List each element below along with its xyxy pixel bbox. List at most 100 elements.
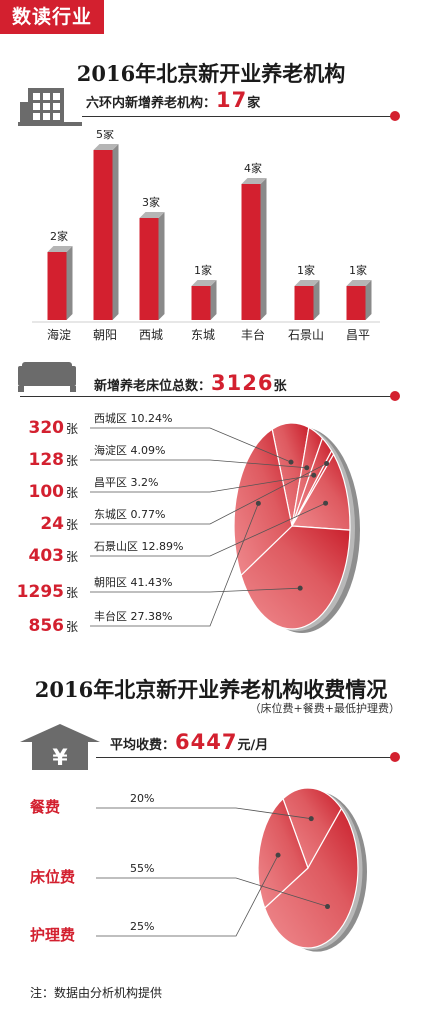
slice-unit: 张 xyxy=(66,620,78,634)
leader-dot xyxy=(311,472,317,478)
leader-line xyxy=(90,503,259,627)
bar xyxy=(139,218,159,320)
slice-unit: 张 xyxy=(66,422,78,436)
stat-beds-unit: 张 xyxy=(273,379,287,394)
pie-slice xyxy=(290,453,351,531)
fee-percent: 20% xyxy=(130,792,154,805)
leader-dot xyxy=(324,461,330,467)
pie-slice xyxy=(240,525,351,630)
fee-category: 床位费 xyxy=(30,868,75,886)
bar-top xyxy=(93,144,119,150)
building-icon xyxy=(18,88,82,126)
bar-top xyxy=(241,178,267,184)
fee-percent: 55% xyxy=(130,862,154,875)
bar-top xyxy=(47,246,73,252)
fee-category: 餐费 xyxy=(30,798,60,816)
slice-value: 1295 xyxy=(17,582,64,602)
fee-label-row: 护理费 25% xyxy=(30,852,281,944)
slice-value: 856 xyxy=(29,616,65,636)
bar-value-label: 2家 xyxy=(50,229,68,243)
stat-institutions-unit: 家 xyxy=(247,96,261,111)
leader-line xyxy=(90,463,327,525)
bar-shadow xyxy=(66,246,73,320)
bar-value-label: 1家 xyxy=(297,263,315,277)
fee-pie-chart: 餐费 20% 床位费 55% 护理费 25% xyxy=(30,787,367,952)
leader-dot xyxy=(308,816,314,822)
slice-unit: 张 xyxy=(66,454,78,468)
stat-institutions-label: 六环内新增养老机构： xyxy=(86,96,217,111)
stat-institutions-rule xyxy=(82,116,392,117)
leader-dot xyxy=(288,459,294,465)
fee-percent: 25% xyxy=(130,920,154,933)
stat-fee-rule xyxy=(96,757,392,758)
stat-institutions-dot xyxy=(390,111,400,121)
slice-value: 128 xyxy=(29,450,65,470)
slice-label: 东城区 0.77% xyxy=(94,508,165,521)
stat-fee-value: 6447 xyxy=(175,730,238,754)
bar-shadow xyxy=(210,280,217,320)
bar-value-label: 4家 xyxy=(244,161,262,175)
pie-slice xyxy=(282,787,343,870)
leader-line xyxy=(96,877,328,907)
leader-line xyxy=(90,427,292,463)
bed-icon xyxy=(18,362,76,392)
slice-value: 403 xyxy=(29,546,65,566)
bar-category-label: 西城 xyxy=(139,328,163,342)
leader-dot xyxy=(304,465,310,471)
chart-title-fees: 2016年北京新开业养老机构收费情况 xyxy=(34,677,388,702)
chart-subtitle-fees: （床位费+餐费+最低护理费） xyxy=(249,702,400,715)
stat-beds-dot xyxy=(390,391,400,401)
fee-label-row: 餐费 20% xyxy=(30,792,314,822)
leader-dot xyxy=(323,500,329,506)
bar-value-label: 1家 xyxy=(194,263,212,277)
bar-category-label: 海淀 xyxy=(47,327,71,342)
slice-value: 320 xyxy=(29,418,65,438)
bar xyxy=(294,286,314,320)
bar xyxy=(241,184,261,320)
stat-beds-rule xyxy=(20,396,392,397)
fee-label-row: 床位费 55% xyxy=(30,862,331,910)
slice-unit: 张 xyxy=(66,518,78,532)
house-yuan-icon: ¥ xyxy=(20,724,100,771)
leader-dot xyxy=(297,585,303,591)
stat-institutions-value: 17 xyxy=(216,88,248,112)
slice-label: 朝阳区 41.43% xyxy=(94,576,172,589)
leader-line xyxy=(96,854,279,937)
bar-shadow xyxy=(112,144,119,320)
slice-label: 石景山区 12.89% xyxy=(94,540,183,553)
bar-category-label: 昌平 xyxy=(346,328,370,342)
bar-top xyxy=(191,280,217,286)
slice-label: 丰台区 27.38% xyxy=(94,609,172,623)
stat-institutions: 六环内新增养老机构：17家 xyxy=(86,88,260,112)
bar-shadow xyxy=(260,178,267,320)
bar xyxy=(191,286,211,320)
bar-category-label: 丰台 xyxy=(241,327,265,342)
bar xyxy=(93,150,113,320)
slice-value: 100 xyxy=(29,482,65,502)
slice-unit: 张 xyxy=(66,550,78,564)
bar xyxy=(47,252,67,320)
pie-label-row: 100 张 昌平区 3.2% xyxy=(29,472,317,502)
section-tag: 数读行业 xyxy=(0,0,104,34)
leader-line xyxy=(90,459,307,469)
bar-top xyxy=(346,280,372,286)
stat-fee-unit: 元/月 xyxy=(237,738,269,753)
bar xyxy=(346,286,366,320)
bar-category-label: 石景山 xyxy=(288,328,324,342)
yuan-symbol: ¥ xyxy=(52,746,68,771)
stat-fee-dot xyxy=(390,752,400,762)
slice-value: 24 xyxy=(40,514,64,534)
fee-category: 护理费 xyxy=(30,926,75,944)
stat-beds: 新增养老床位总数：3126张 xyxy=(94,371,286,395)
stat-fee: 平均收费：6447元/月 xyxy=(110,730,268,754)
pie-slice xyxy=(257,797,309,910)
